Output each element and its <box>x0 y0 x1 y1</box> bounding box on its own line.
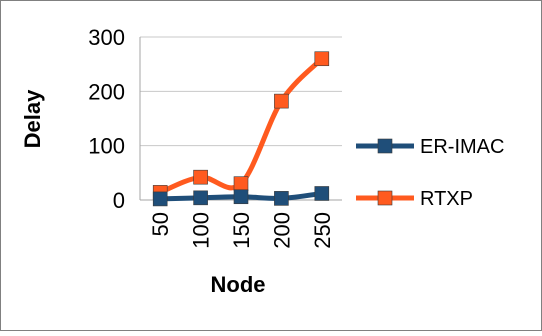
legend: ER-IMAC RTXP <box>356 136 504 210</box>
y-tick-label: 100 <box>88 134 125 159</box>
data-point <box>233 189 249 205</box>
x-tick-label: 250 <box>310 212 335 249</box>
data-point <box>314 186 330 201</box>
data-point <box>233 176 249 191</box>
data-point <box>193 169 208 185</box>
legend-label: RTXP <box>420 188 473 210</box>
data-point <box>274 93 289 109</box>
y-tick-label: 200 <box>88 79 125 104</box>
gridlines <box>140 36 342 147</box>
legend-label: ER-IMAC <box>420 136 504 158</box>
x-tick-label: 150 <box>229 212 254 249</box>
legend-marker <box>377 138 393 154</box>
data-point <box>314 51 330 67</box>
x-tick-label: 200 <box>269 212 294 249</box>
series <box>152 51 330 207</box>
data-point <box>152 191 168 207</box>
y-axis-title: Delay <box>20 89 45 148</box>
y-tick-labels: 0 100 200 300 <box>88 25 125 213</box>
x-tick-labels: 50 100 150 200 250 <box>148 212 335 249</box>
legend-marker <box>377 190 393 206</box>
data-point <box>274 191 289 206</box>
y-tick-label: 300 <box>88 25 125 50</box>
data-point <box>193 190 208 206</box>
x-tick-label: 50 <box>148 212 173 236</box>
x-axis-title: Node <box>211 272 266 297</box>
y-tick-label: 0 <box>113 188 125 213</box>
x-tick-label: 100 <box>189 212 214 249</box>
